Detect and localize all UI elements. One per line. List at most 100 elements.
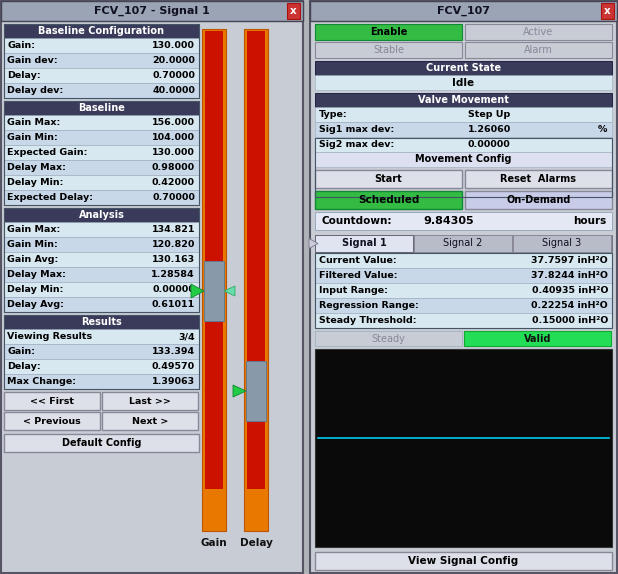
Text: Scheduled: Scheduled [358,195,419,205]
Bar [465,191,612,209]
Bar [315,24,462,40]
Text: Delay dev:: Delay dev: [7,86,63,95]
Text: 40.0000: 40.0000 [152,86,195,95]
Bar [4,24,199,98]
Text: Max Change:: Max Change: [7,377,76,386]
Bar [315,170,462,188]
Bar [465,42,612,58]
Bar [315,75,612,90]
Text: 134.821: 134.821 [151,225,195,234]
Text: Idle: Idle [452,77,475,87]
Text: Gain: Gain [201,538,227,548]
Text: Next >: Next > [132,417,168,425]
Text: 9.84305: 9.84305 [423,216,474,226]
Text: View Signal Config: View Signal Config [408,556,519,566]
Text: Countdown:: Countdown: [321,216,391,226]
Text: Input Range:: Input Range: [319,286,388,295]
Bar [315,268,612,283]
Bar [315,235,612,252]
Bar [315,107,612,122]
Bar [310,1,617,21]
Text: Alarm: Alarm [524,45,553,55]
Bar [4,359,199,374]
Bar [205,489,223,529]
Text: hours: hours [573,216,606,226]
Bar [315,253,612,328]
Text: FCV_107 - Signal 1: FCV_107 - Signal 1 [94,6,210,16]
Text: 3/4: 3/4 [179,332,195,341]
Bar [4,329,199,344]
Bar [4,38,199,53]
Bar [4,297,199,312]
Text: 0.22254 inH²O: 0.22254 inH²O [531,301,608,310]
Bar [1,1,303,21]
Text: 0.15000 inH²O: 0.15000 inH²O [531,316,608,325]
Bar [315,283,612,298]
Bar [315,191,462,209]
Text: Results: Results [81,317,122,327]
Text: 0.70000: 0.70000 [152,71,195,80]
Bar [4,83,199,98]
Polygon shape [191,284,204,298]
Text: 104.000: 104.000 [152,133,195,142]
Bar [204,261,224,321]
Text: << First: << First [30,397,74,405]
Bar [310,1,617,573]
Bar [4,101,199,205]
Text: 130.163: 130.163 [152,255,195,264]
Text: 130.000: 130.000 [152,41,195,50]
Text: Last >>: Last >> [129,397,171,405]
Bar [513,235,611,252]
Bar [4,252,199,267]
Bar [315,212,612,230]
Text: Steady: Steady [371,333,405,343]
Bar [205,31,223,529]
Bar [4,344,199,359]
Text: Delay Avg:: Delay Avg: [7,300,64,309]
Bar [315,331,462,346]
Bar [246,361,266,421]
Bar [4,68,199,83]
Text: 120.820: 120.820 [151,240,195,249]
Text: Sig2 max dev:: Sig2 max dev: [319,140,394,149]
Bar [4,237,199,252]
Bar [4,434,199,452]
Text: 133.394: 133.394 [152,347,195,356]
Text: Delay:: Delay: [7,362,41,371]
Bar [247,489,265,529]
Text: Enable: Enable [370,27,407,37]
Bar [4,315,199,389]
Bar [465,170,612,188]
Text: Signal 3: Signal 3 [543,239,582,249]
Bar [4,101,199,115]
Text: Viewing Results: Viewing Results [7,332,92,341]
Text: Expected Delay:: Expected Delay: [7,193,93,202]
Text: 37.7597 inH²O: 37.7597 inH²O [531,256,608,265]
Bar [315,552,612,570]
Bar [4,315,199,329]
Text: %: % [598,125,607,134]
Bar [202,29,226,531]
Bar [4,145,199,160]
Bar [315,152,612,167]
Text: 0.70000: 0.70000 [152,193,195,202]
Bar [4,130,199,145]
Text: Steady Threshold:: Steady Threshold: [319,316,417,325]
Bar [4,412,100,430]
Bar [244,29,268,531]
Polygon shape [233,385,246,397]
Text: Gain Min:: Gain Min: [7,240,57,249]
Bar [315,235,413,252]
Bar [4,374,199,389]
Bar [4,190,199,205]
Bar [4,24,199,38]
Text: Current Value:: Current Value: [319,256,397,265]
Text: 0.98000: 0.98000 [152,163,195,172]
Bar [315,42,462,58]
Text: 1.26060: 1.26060 [468,125,511,134]
Text: Reset  Alarms: Reset Alarms [501,174,577,184]
Bar [315,253,612,268]
Text: Gain Avg:: Gain Avg: [7,255,58,264]
Bar [315,122,612,137]
Text: Gain:: Gain: [7,347,35,356]
